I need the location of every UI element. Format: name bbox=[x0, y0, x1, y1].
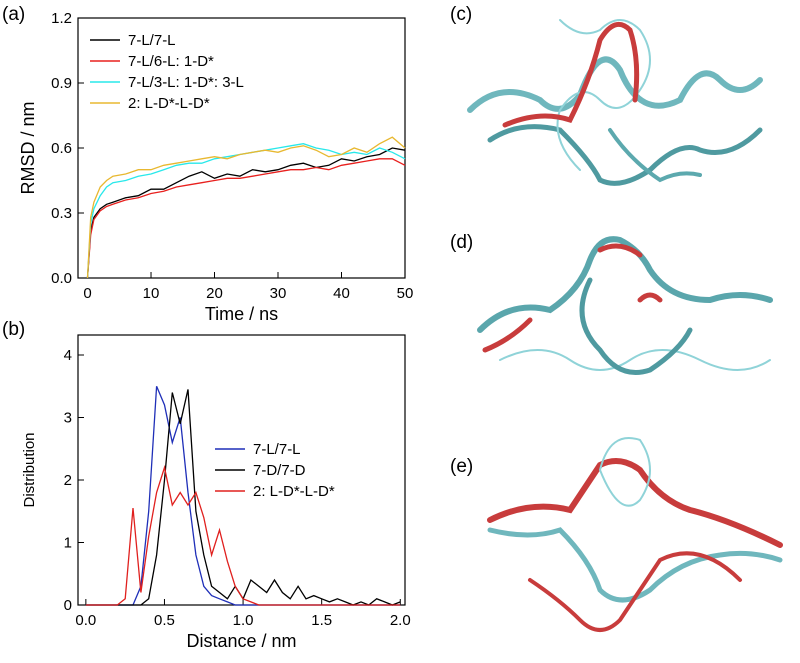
chart-panel: 0.0 0.3 0.6 0.9 1.2 0 10 20 30 40 50 Time / ns RMSD … bbox=[2, 4, 413, 324]
series-line bbox=[85, 464, 401, 606]
x-tick-label: 20 bbox=[206, 285, 223, 302]
x-tick-label: 40 bbox=[333, 285, 350, 302]
panel-label: (b) bbox=[2, 319, 25, 340]
legend-label: 7-L/7-L bbox=[128, 32, 176, 49]
x-tick-label: 0 bbox=[83, 285, 91, 302]
legend-label: 2: L-D*-L-D* bbox=[253, 483, 335, 500]
series-line bbox=[86, 136, 406, 279]
x-tick-label: 0.5 bbox=[154, 612, 175, 629]
panel-label: (e) bbox=[450, 456, 473, 477]
y-axis-label: RMSD / nm bbox=[18, 101, 38, 194]
y-tick-label: 0 bbox=[64, 597, 72, 614]
y-axis-label: Distribution bbox=[21, 432, 38, 507]
x-tick-label: 2.0 bbox=[390, 612, 411, 629]
legend-label: 7-D/7-D bbox=[253, 462, 306, 479]
molecule-images bbox=[467, 19, 783, 632]
x-tick-label: 50 bbox=[397, 285, 414, 302]
y-tick-label: 4 bbox=[64, 347, 72, 364]
x-tick-label: 1.0 bbox=[233, 612, 254, 629]
y-tick-label: 0.6 bbox=[51, 140, 72, 157]
panel-label: (c) bbox=[450, 4, 472, 25]
series-line bbox=[86, 143, 406, 279]
y-tick-label: 3 bbox=[64, 410, 72, 427]
legend-label: 7-L/6-L: 1-D* bbox=[128, 53, 214, 70]
y-tick-label: 0.3 bbox=[51, 205, 72, 222]
molecule-c bbox=[467, 19, 763, 186]
legend-label: 2: L-D*-L-D* bbox=[128, 95, 210, 112]
x-tick-label: 0.0 bbox=[75, 612, 96, 629]
y-tick-label: 1 bbox=[64, 535, 72, 552]
series-line bbox=[85, 389, 401, 606]
legend-label: 7-L/3-L: 1-D*: 3-L bbox=[128, 74, 244, 91]
molecule-d bbox=[477, 236, 773, 375]
panel-label: (a) bbox=[2, 4, 25, 25]
y-tick-label: 1.2 bbox=[51, 10, 72, 27]
x-axis-label: Time / ns bbox=[205, 304, 278, 324]
x-tick-label: 30 bbox=[270, 285, 287, 302]
chart-panel: 0 1 2 3 4 0.0 0.5 1.0 1.5 2.0 Distance / nm Distrib… bbox=[2, 319, 411, 651]
legend-label: 7-L/7-L bbox=[253, 441, 301, 458]
series-line bbox=[85, 386, 401, 606]
x-axis-label: Distance / nm bbox=[186, 631, 296, 651]
series-line bbox=[86, 158, 406, 279]
x-tick-label: 1.5 bbox=[311, 612, 332, 629]
x-tick-label: 10 bbox=[143, 285, 160, 302]
panel-label: (d) bbox=[450, 232, 473, 253]
series-line bbox=[86, 147, 406, 279]
y-tick-label: 2 bbox=[64, 472, 72, 489]
y-tick-label: 0.0 bbox=[51, 270, 72, 287]
molecule-e bbox=[487, 437, 783, 632]
y-tick-label: 0.9 bbox=[51, 75, 72, 92]
